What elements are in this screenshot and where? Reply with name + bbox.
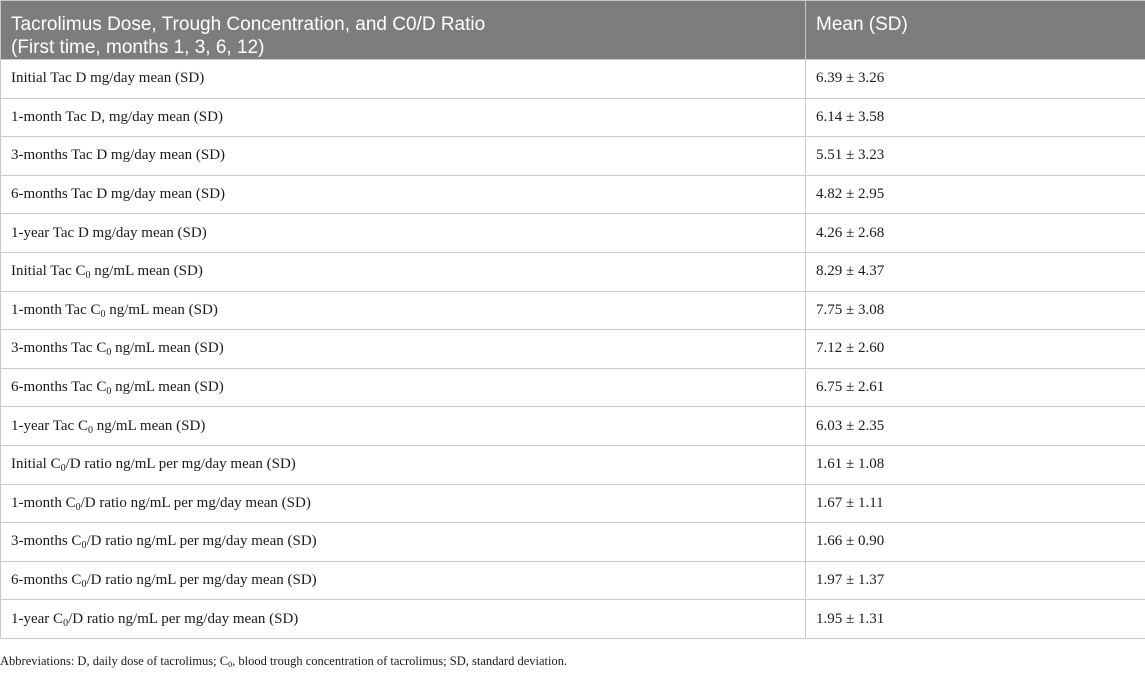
row-label-cell: 3-months Tac D mg/day mean (SD) <box>0 136 806 176</box>
row-value-cell: 1.66 ± 0.90 <box>805 522 1145 562</box>
table-row: 1-year Tac C0 ng/mL mean (SD) 6.03 ± 2.35 <box>0 406 1145 446</box>
row-label-text-end: ng/mL mean (SD) <box>111 340 224 357</box>
row-label-text: 1-year Tac D mg/day mean (SD) <box>11 224 207 241</box>
header-cell-mean-sd: Mean (SD) <box>805 0 1145 60</box>
table-row: 1-year C0/D ratio ng/mL per mg/day mean … <box>0 599 1145 639</box>
table-row: 1-month C0/D ratio ng/mL per mg/day mean… <box>0 483 1145 524</box>
row-label-cell: 1-year Tac D mg/day mean (SD) <box>0 213 806 253</box>
row-value-cell: 1.97 ± 1.37 <box>805 560 1145 601</box>
row-label-cell: 3-months Tac C0 ng/mL mean (SD) <box>0 329 806 369</box>
table-row: 6-months Tac D mg/day mean (SD) 4.82 ± 2.… <box>0 174 1145 215</box>
row-label-text: 1-month C <box>11 494 76 511</box>
row-label-text: Initial Tac C <box>11 263 86 280</box>
footnote-text-end: , blood trough concentration of tacrolim… <box>232 654 568 668</box>
table-row: 3-months Tac D mg/day mean (SD) 5.51 ± 3.… <box>0 136 1145 176</box>
table-row: 3-months Tac C0 ng/mL mean (SD) 7.12 ± 2.… <box>0 329 1145 369</box>
row-label-cell: 1-year C0/D ratio ng/mL per mg/day mean … <box>0 599 806 639</box>
table-footnote: Abbreviations: D, daily dose of tacrolim… <box>0 654 567 669</box>
header-row: Tacrolimus Dose, Trough Concentration, a… <box>0 0 1145 60</box>
table-header: Tacrolimus Dose, Trough Concentration, a… <box>0 0 1145 60</box>
table-row: 6-months C0/D ratio ng/mL per mg/day mea… <box>0 560 1145 601</box>
row-label-cell: 1-year Tac C0 ng/mL mean (SD) <box>0 406 806 446</box>
footnote-subscript: 0 <box>228 660 233 669</box>
row-label-text: 3-months Tac D mg/day mean (SD) <box>11 147 226 164</box>
row-label-text-end: /D ratio ng/mL per mg/day mean (SD) <box>80 494 311 511</box>
row-value-cell: 6.75 ± 2.61 <box>805 367 1145 408</box>
row-label-cell: Initial Tac D mg/day mean (SD) <box>0 59 806 99</box>
row-label-text: 6-months Tac D mg/day mean (SD) <box>11 186 226 203</box>
row-label-cell: 1-month Tac C0 ng/mL mean (SD) <box>0 290 806 331</box>
row-value-cell: 1.95 ± 1.31 <box>805 599 1145 639</box>
row-label-text: 3-months Tac C <box>11 340 107 357</box>
row-label-subscript: 0 <box>106 347 112 359</box>
table-row: 1-month Tac C0 ng/mL mean (SD) 7.75 ± 3.0… <box>0 290 1145 331</box>
row-label-subscript: 0 <box>75 501 81 513</box>
row-label-text-end: ng/mL mean (SD) <box>92 417 206 434</box>
row-label-text: 1-month Tac D, mg/day mean (SD) <box>11 108 223 125</box>
row-value-cell: 6.14 ± 3.58 <box>805 97 1145 138</box>
row-label-subscript: 0 <box>60 463 66 475</box>
row-label-text-end: /D ratio ng/mL per mg/day mean (SD) <box>86 572 317 589</box>
row-label-text: 1-month Tac C <box>11 301 101 318</box>
row-value-cell: 6.39 ± 3.26 <box>805 59 1145 99</box>
row-label-text: Initial C <box>11 456 61 473</box>
table-row: Initial Tac C0 ng/mL mean (SD) 8.29 ± 4.3… <box>0 251 1145 292</box>
row-label-cell: 1-month C0/D ratio ng/mL per mg/day mean… <box>0 483 806 524</box>
header-cell-measure: Tacrolimus Dose, Trough Concentration, a… <box>0 0 806 60</box>
row-label-cell: Initial C0/D ratio ng/mL per mg/day mean… <box>0 444 806 485</box>
row-label-text: 1-year Tac C <box>11 417 88 434</box>
table-row: Initial Tac D mg/day mean (SD) 6.39 ± 3.2… <box>0 59 1145 99</box>
row-label-text-end: /D ratio ng/mL per mg/day mean (SD) <box>65 456 296 473</box>
row-label-text: 1-year C <box>11 610 64 627</box>
row-label-cell: 6-months Tac D mg/day mean (SD) <box>0 174 806 215</box>
table-row: 1-month Tac D, mg/day mean (SD) 6.14 ± 3.… <box>0 97 1145 138</box>
row-label-subscript: 0 <box>100 308 106 320</box>
row-label-text: 6-months Tac C <box>11 379 107 396</box>
table-row: 3-months C0/D ratio ng/mL per mg/day mea… <box>0 522 1145 562</box>
footnote-text-start: Abbreviations: D, daily dose of tacrolim… <box>0 654 229 668</box>
row-value-cell: 5.51 ± 3.23 <box>805 136 1145 176</box>
row-label-cell: 1-month Tac D, mg/day mean (SD) <box>0 97 806 138</box>
table-row: 1-year Tac D mg/day mean (SD) 4.26 ± 2.68 <box>0 213 1145 253</box>
row-label-text-end: /D ratio ng/mL per mg/day mean (SD) <box>86 533 317 550</box>
row-label-text: 6-months C <box>11 572 82 589</box>
row-label-subscript: 0 <box>85 270 91 282</box>
row-label-subscript: 0 <box>87 424 93 436</box>
row-label-text: 3-months C <box>11 533 82 550</box>
row-label-cell: Initial Tac C0 ng/mL mean (SD) <box>0 251 806 292</box>
row-label-cell: 3-months C0/D ratio ng/mL per mg/day mea… <box>0 522 806 562</box>
row-label-text-end: ng/mL mean (SD) <box>105 301 218 318</box>
row-label-cell: 6-months Tac C0 ng/mL mean (SD) <box>0 367 806 408</box>
row-value-cell: 4.82 ± 2.95 <box>805 174 1145 215</box>
row-label-text-end: /D ratio ng/mL per mg/day mean (SD) <box>68 610 299 627</box>
row-value-cell: 6.03 ± 2.35 <box>805 406 1145 446</box>
row-value-cell: 4.26 ± 2.68 <box>805 213 1145 253</box>
data-table: Tacrolimus Dose, Trough Concentration, a… <box>0 0 1145 639</box>
row-label-text-end: ng/mL mean (SD) <box>111 379 224 396</box>
row-value-cell: 7.75 ± 3.08 <box>805 290 1145 331</box>
row-label-subscript: 0 <box>106 386 112 398</box>
row-value-cell: 8.29 ± 4.37 <box>805 251 1145 292</box>
row-label-cell: 6-months C0/D ratio ng/mL per mg/day mea… <box>0 560 806 601</box>
row-value-cell: 7.12 ± 2.60 <box>805 329 1145 369</box>
row-label-subscript: 0 <box>81 579 87 591</box>
row-label-text-end: ng/mL mean (SD) <box>90 263 203 280</box>
row-label-subscript: 0 <box>81 540 87 552</box>
table-row: Initial C0/D ratio ng/mL per mg/day mean… <box>0 444 1145 485</box>
row-label-text: Initial Tac D mg/day mean (SD) <box>11 70 205 87</box>
row-label-subscript: 0 <box>63 617 69 629</box>
table-body: Initial Tac D mg/day mean (SD) 6.39 ± 3.2… <box>0 59 1145 639</box>
row-value-cell: 1.67 ± 1.11 <box>805 483 1145 524</box>
row-value-cell: 1.61 ± 1.08 <box>805 444 1145 485</box>
table-row: 6-months Tac C0 ng/mL mean (SD) 6.75 ± 2.… <box>0 367 1145 408</box>
